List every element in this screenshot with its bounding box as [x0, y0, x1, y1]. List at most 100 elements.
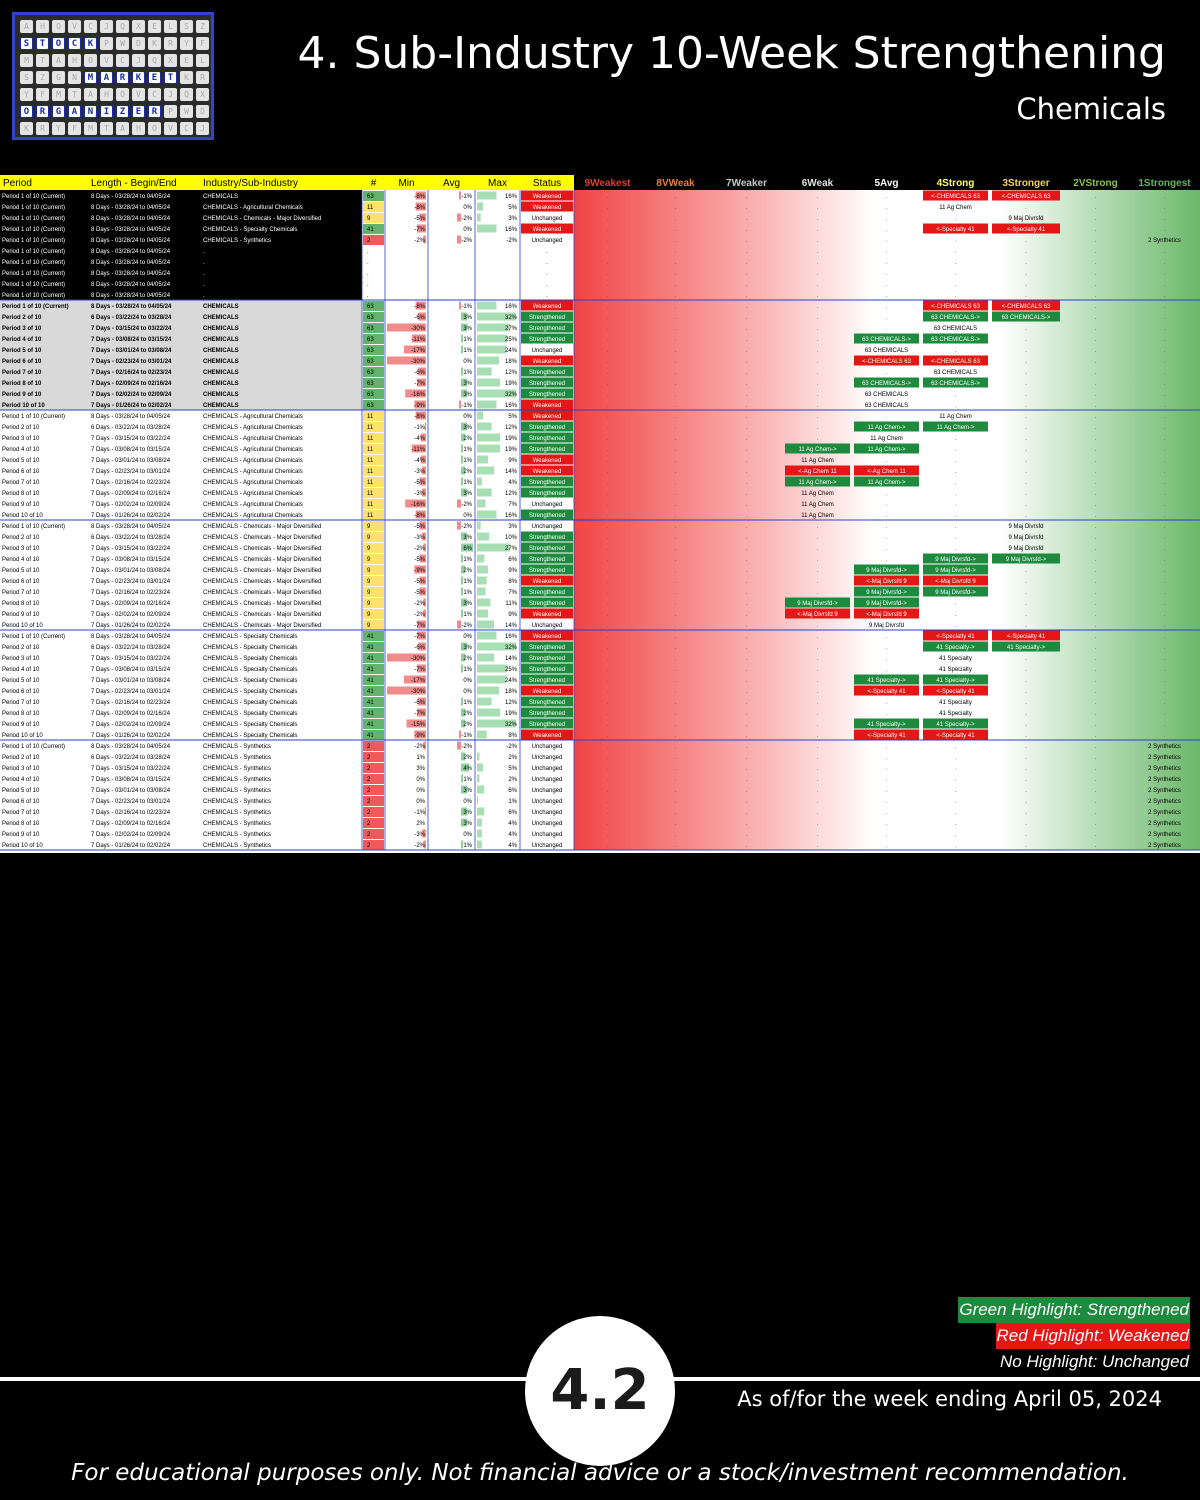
strength-cell: 41 Specialty-> — [936, 645, 975, 651]
min-cell: -7% — [414, 227, 425, 233]
column-header: Avg — [443, 178, 460, 189]
strength-dot: . — [817, 304, 819, 310]
strength-dot: . — [675, 799, 677, 805]
count-cell: 11 — [367, 205, 374, 211]
strength-dot: . — [1095, 656, 1097, 662]
avg-cell: 1% — [463, 579, 472, 585]
strength-dot: . — [1095, 469, 1097, 475]
strength-dot: . — [1025, 590, 1027, 596]
min-bar — [419, 521, 426, 530]
strength-dot: . — [1095, 216, 1097, 222]
status-cell: Strengthened — [529, 491, 565, 497]
strength-dot: . — [675, 326, 677, 332]
industry-cell: CHEMICALS — [203, 304, 239, 310]
strength-highlight — [854, 729, 919, 740]
strength-dot: . — [675, 480, 677, 486]
strength-dot: . — [886, 843, 888, 849]
industry-cell: CHEMICALS - Synthetics — [203, 755, 271, 761]
strength-dot: . — [607, 293, 609, 299]
strength-dot: . — [746, 832, 748, 838]
strength-dot: . — [746, 667, 748, 673]
strength-dot: . — [886, 293, 888, 299]
strength-dot: . — [1025, 205, 1027, 211]
status-cell: Unchanged — [532, 777, 563, 783]
period-cell: Period 1 of 10 (Current) — [2, 260, 65, 266]
column-header: 1Strongest — [1138, 178, 1191, 189]
min-bar — [418, 642, 426, 651]
strength-dot: . — [607, 194, 609, 200]
strength-dot: . — [746, 810, 748, 816]
strength-dot: . — [607, 381, 609, 387]
count-cell: 11 — [367, 491, 374, 497]
logo-tile: L — [164, 20, 177, 33]
period-cell: Period 4 of 10 — [2, 557, 40, 563]
max-bar — [477, 587, 486, 596]
column-header: 4Strong — [937, 178, 975, 189]
industry-cell: CHEMICALS - Chemicals - Major Diversifie… — [203, 612, 321, 618]
strength-dot: . — [817, 326, 819, 332]
count-cell: 41 — [367, 634, 374, 640]
logo-tile: H — [36, 20, 49, 33]
strength-dot: . — [675, 304, 677, 310]
logo-tile: C — [68, 37, 81, 50]
avg-cell: 0% — [463, 227, 472, 233]
strength-dot: . — [817, 766, 819, 772]
strength-dot: . — [817, 337, 819, 343]
max-bar — [477, 785, 485, 794]
strength-dot: . — [955, 843, 957, 849]
period-cell: Period 3 of 10 — [2, 766, 40, 772]
strength-dot: . — [817, 568, 819, 574]
strength-dot: . — [746, 304, 748, 310]
strength-dot: . — [746, 744, 748, 750]
logo-tile: J — [132, 54, 145, 67]
count-bg — [363, 488, 384, 498]
strength-dot: . — [1025, 480, 1027, 486]
max-cell: 12% — [505, 491, 518, 497]
max-bar — [477, 224, 497, 233]
strength-dot: . — [1095, 568, 1097, 574]
period-cell: Period 5 of 10 — [2, 788, 40, 794]
strength-dot: . — [607, 370, 609, 376]
industry-cell: CHEMICALS - Chemicals - Major Diversifie… — [203, 524, 321, 530]
status-bg — [521, 454, 573, 465]
strength-dot: . — [1164, 260, 1166, 266]
strength-dot: . — [1095, 337, 1097, 343]
logo-tile: A — [20, 20, 33, 33]
min-bar — [419, 213, 426, 222]
avg-cell: 2% — [463, 469, 472, 475]
strength-highlight — [854, 575, 919, 586]
strength-dot: . — [1164, 700, 1166, 706]
avg-cell: 6% — [463, 546, 472, 552]
industry-cell: CHEMICALS - Specialty Chemicals — [203, 689, 297, 695]
period-cell: Period 2 of 10 — [2, 755, 40, 761]
status-cell: Strengthened — [529, 601, 565, 607]
min-cell: -2% — [414, 843, 425, 849]
count-cell: 11 — [367, 513, 374, 519]
strength-dot: . — [675, 447, 677, 453]
column-header: Min — [398, 178, 414, 189]
max-cell: 7% — [508, 590, 517, 596]
logo-tile: Q — [180, 88, 193, 101]
strength-dot: . — [607, 601, 609, 607]
min-bar — [415, 510, 426, 519]
industry-cell: CHEMICALS - Synthetics — [203, 799, 271, 805]
strength-dot: . — [1164, 502, 1166, 508]
max-cell: 16% — [505, 513, 518, 519]
strength-dot: . — [746, 524, 748, 530]
strength-dot: . — [817, 282, 819, 288]
status-cell: Unchanged — [532, 502, 563, 508]
strength-dot: . — [1025, 612, 1027, 618]
length-cell: 8 Days - 03/28/24 to 04/05/24 — [91, 744, 171, 750]
strength-dot: . — [1025, 414, 1027, 420]
status-bg — [521, 223, 573, 234]
max-cell: 25% — [505, 337, 518, 343]
strength-dot: . — [1095, 447, 1097, 453]
status-bg — [521, 201, 573, 212]
strength-highlight — [854, 685, 919, 696]
strength-dot: . — [675, 502, 677, 508]
strength-dot: . — [955, 810, 957, 816]
strength-dot: . — [1164, 414, 1166, 420]
logo-tile: F — [36, 88, 49, 101]
count-bg — [363, 235, 384, 245]
logo-tile: R — [164, 37, 177, 50]
